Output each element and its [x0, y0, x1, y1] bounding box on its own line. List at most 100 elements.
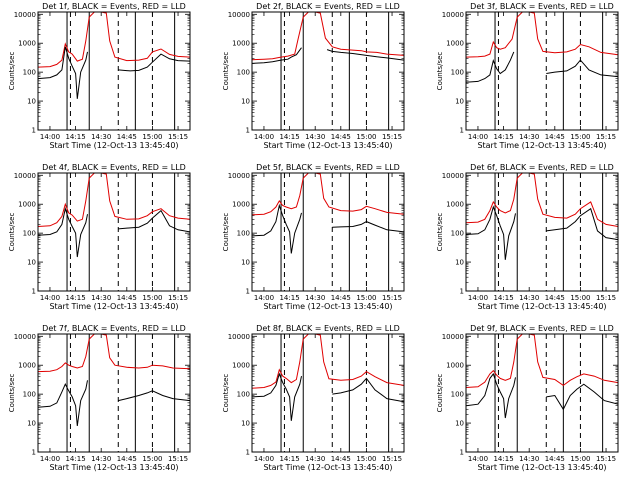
detector-panel: Det 1f, BLACK = Events, RED = LLD 1 10 100 1…: [8, 2, 191, 150]
events-series-line: [332, 377, 404, 403]
x-tick-label: 15:15: [382, 133, 402, 141]
x-tick-label: 14:30: [305, 455, 325, 463]
x-tick-label: 14:45: [331, 294, 351, 302]
x-tick-label: 14:00: [254, 455, 274, 463]
y-tick-label: 10000: [442, 333, 464, 341]
y-tick-label: 1000: [446, 40, 464, 48]
x-tick-label: 15:15: [596, 294, 616, 302]
x-tick-label: 14:15: [493, 133, 513, 141]
y-tick-label: 10000: [14, 333, 36, 341]
x-tick-label: 14:00: [254, 294, 274, 302]
x-axis-label: Start Time (12-Oct-13 13:45:40): [49, 463, 178, 472]
x-tick-label: 14:45: [331, 133, 351, 141]
x-tick-label: 14:15: [279, 294, 299, 302]
x-tick-label: 15:15: [596, 133, 616, 141]
y-tick-label: 10: [455, 420, 464, 428]
y-axis-label: Counts/sec: [222, 374, 230, 413]
plot-frame: [37, 333, 191, 453]
x-tick-label: 15:15: [168, 133, 188, 141]
y-tick-label: 1: [460, 449, 464, 457]
panel-title: Det 7f, BLACK = Events, RED = LLD: [42, 324, 186, 333]
x-tick-label: 14:15: [279, 455, 299, 463]
x-tick-label: 15:15: [596, 455, 616, 463]
panel-title: Det 9f, BLACK = Events, RED = LLD: [470, 324, 614, 333]
panel-title: Det 4f, BLACK = Events, RED = LLD: [42, 163, 186, 172]
events-series-line: [332, 221, 404, 233]
x-tick-label: 14:30: [519, 455, 539, 463]
plot-frame: [465, 172, 619, 292]
y-axis-label: Counts/sec: [436, 52, 444, 91]
plot-frame: [465, 11, 619, 131]
events-series-line: [252, 47, 302, 64]
events-series-line: [466, 51, 515, 83]
y-axis-label: Counts/sec: [8, 374, 16, 413]
x-tick-label: 14:30: [305, 133, 325, 141]
x-tick-label: 14:45: [117, 133, 137, 141]
y-tick-label: 1000: [446, 362, 464, 370]
x-tick-label: 14:30: [91, 294, 111, 302]
y-tick-label: 100: [451, 230, 464, 238]
y-tick-label: 10: [27, 259, 36, 267]
y-tick-label: 10: [241, 98, 250, 106]
x-tick-label: 14:45: [545, 455, 565, 463]
x-tick-label: 14:15: [65, 455, 85, 463]
y-tick-label: 1: [246, 288, 250, 296]
x-tick-label: 15:15: [382, 455, 402, 463]
events-series-line: [38, 206, 88, 258]
x-axis-label: Start Time (12-Oct-13 13:45:40): [477, 302, 606, 311]
y-tick-label: 1000: [232, 40, 250, 48]
y-tick-label: 1: [32, 288, 36, 296]
events-series-line: [38, 46, 88, 99]
y-tick-label: 1: [246, 449, 250, 457]
events-series-line: [252, 203, 302, 254]
y-tick-label: 10: [241, 420, 250, 428]
y-tick-label: 1: [460, 288, 464, 296]
y-tick-label: 100: [23, 69, 36, 77]
y-tick-label: 1000: [18, 362, 36, 370]
y-tick-label: 10000: [14, 172, 36, 180]
plot-frame: [251, 172, 405, 292]
y-tick-label: 10: [455, 259, 464, 267]
events-series-line: [466, 205, 516, 260]
x-tick-label: 14:00: [40, 294, 60, 302]
plot-frame: [251, 11, 405, 131]
events-series-line: [546, 59, 618, 78]
x-axis-label: Start Time (12-Oct-13 13:45:40): [263, 463, 392, 472]
panel-title: Det 3f, BLACK = Events, RED = LLD: [470, 2, 614, 11]
y-tick-label: 100: [237, 230, 250, 238]
x-tick-label: 14:15: [65, 294, 85, 302]
x-tick-label: 14:45: [331, 455, 351, 463]
lld-series-line: [252, 173, 404, 216]
lld-series-line: [38, 12, 190, 68]
x-tick-label: 14:00: [468, 133, 488, 141]
y-axis-label: Counts/sec: [436, 213, 444, 252]
events-series-line: [38, 380, 88, 426]
panel-title: Det 8f, BLACK = Events, RED = LLD: [256, 324, 400, 333]
detector-panel: Det 2f, BLACK = Events, RED = LLD 1 10 100 1…: [222, 2, 405, 150]
y-tick-label: 10: [455, 98, 464, 106]
y-tick-label: 10000: [228, 333, 250, 341]
y-tick-label: 100: [451, 69, 464, 77]
lld-series-line: [38, 173, 190, 227]
y-tick-label: 1: [246, 127, 250, 135]
x-tick-label: 14:30: [91, 133, 111, 141]
detector-panel: Det 6f, BLACK = Events, RED = LLD 1 10 100 1…: [436, 163, 619, 311]
x-tick-label: 14:00: [468, 455, 488, 463]
x-tick-label: 14:15: [65, 133, 85, 141]
y-tick-label: 10000: [14, 11, 36, 19]
x-tick-label: 15:00: [356, 455, 376, 463]
y-tick-label: 1000: [446, 201, 464, 209]
lld-series-line: [38, 334, 190, 373]
x-axis-label: Start Time (12-Oct-13 13:45:40): [263, 141, 392, 150]
plot-frame: [465, 333, 619, 453]
x-tick-label: 14:00: [40, 133, 60, 141]
events-series-line: [118, 390, 190, 402]
panel-title: Det 5f, BLACK = Events, RED = LLD: [256, 163, 400, 172]
x-tick-label: 15:15: [168, 455, 188, 463]
y-tick-label: 10: [27, 420, 36, 428]
x-tick-label: 14:45: [117, 455, 137, 463]
events-series-line: [546, 207, 618, 241]
x-tick-label: 14:30: [519, 294, 539, 302]
